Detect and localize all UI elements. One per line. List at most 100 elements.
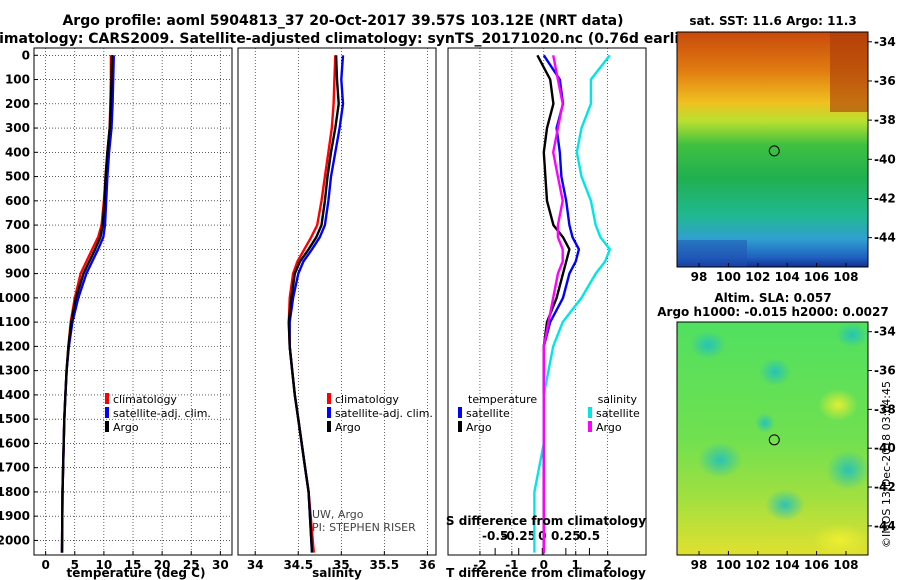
legend-swatch-sal-satellite bbox=[588, 407, 592, 418]
x-tick-label: -1 bbox=[505, 558, 518, 572]
map-y-tick-label: -42 bbox=[874, 480, 896, 494]
plot-frame bbox=[447, 47, 647, 556]
x-tick-label: 34.5 bbox=[283, 558, 313, 572]
x-tick-label: 0 bbox=[41, 558, 49, 572]
y-tick-label: 1600 bbox=[0, 436, 30, 450]
map-y-tick-label: -40 bbox=[874, 152, 896, 166]
legend-swatch-satellite bbox=[105, 407, 109, 418]
map-x-tick-label: 106 bbox=[804, 270, 829, 284]
difference-top-xlabel: S difference from climatology bbox=[446, 514, 646, 528]
y-tick-label: 500 bbox=[5, 170, 30, 184]
y-tick-label: 1700 bbox=[0, 461, 30, 475]
sla-map-subtitle: Argo h1000: -0.015 h2000: 0.0027 bbox=[657, 305, 888, 319]
legend-label-sal-satellite: satellite bbox=[596, 407, 640, 420]
plot-frame bbox=[33, 47, 233, 556]
sla-eddy bbox=[826, 450, 870, 490]
map-y-tick-label: -36 bbox=[874, 74, 896, 88]
legend-label-temp-argo: Argo bbox=[466, 421, 492, 434]
x-tick-label: 30 bbox=[212, 558, 229, 572]
series-line-argo bbox=[60, 55, 114, 553]
x-tick-label: 1 bbox=[572, 558, 580, 572]
map-y-tick-label: -38 bbox=[874, 113, 896, 127]
difference-panel: -2 -1 0 1 2-0.5-0.25 0 0.250.5 bbox=[447, 47, 647, 572]
map-y-tick-label: -44 bbox=[874, 519, 896, 533]
map-x-tick-label: 106 bbox=[804, 558, 829, 572]
sla-map-title: Altim. SLA: 0.057 bbox=[714, 291, 831, 305]
map-x-tick-label: 98 bbox=[691, 558, 708, 572]
sst-warm-patch bbox=[830, 32, 868, 112]
y-tick-label: 0 bbox=[22, 48, 30, 62]
y-tick-label: 1000 bbox=[0, 291, 30, 305]
y-tick-label: 200 bbox=[5, 97, 30, 111]
sla-map-frame bbox=[676, 321, 869, 556]
difference-xlabel: T difference from climatology bbox=[446, 566, 646, 580]
y-tick-label: 1900 bbox=[0, 509, 30, 523]
sla-eddy bbox=[759, 358, 791, 386]
legend-swatch-argo bbox=[105, 421, 109, 432]
y-tick-label: 1800 bbox=[0, 485, 30, 499]
sla-map-axes: 98 100 102 104 106 108 -34 -36 -38 -40 -42 -44 bbox=[691, 325, 896, 572]
y-tick-label: 1100 bbox=[0, 315, 30, 329]
x-tick-label: 10 bbox=[96, 558, 113, 572]
salinity-xlabel: salinity bbox=[312, 566, 362, 580]
s-tick-label: 0.5 bbox=[579, 529, 600, 543]
x-tick-label: -2 bbox=[473, 558, 486, 572]
map-x-tick-label: 98 bbox=[691, 270, 708, 284]
temperature-panel: 0100200300400500600700800900100011001200… bbox=[0, 47, 233, 572]
map-x-tick-label: 102 bbox=[745, 270, 770, 284]
x-tick-label: 35 bbox=[333, 558, 350, 572]
sla-map bbox=[676, 321, 870, 556]
series-line-argo bbox=[287, 55, 340, 553]
legend-swatch-climatology bbox=[105, 393, 109, 404]
map-x-tick-label: 100 bbox=[716, 270, 741, 284]
map-y-tick-label: -42 bbox=[874, 191, 896, 205]
y-tick-label: 100 bbox=[5, 73, 30, 87]
x-tick-label: 36 bbox=[419, 558, 436, 572]
map-y-tick-label: -34 bbox=[874, 35, 896, 49]
legend-label-argo: Argo bbox=[113, 421, 139, 434]
y-tick-label: 700 bbox=[5, 218, 30, 232]
sst-map-axes: 98 100 102 104 106 108 -34 -36 -38 -40 -42 -44 bbox=[691, 35, 896, 284]
legend-label-satellite: satellite-adj. clim. bbox=[335, 407, 433, 420]
credit-line1: UW, Argo bbox=[312, 508, 364, 521]
x-tick-label: 0 bbox=[540, 558, 548, 572]
legend-swatch-temp-argo bbox=[458, 421, 462, 432]
plot-area bbox=[238, 48, 436, 555]
y-tick-label: 2000 bbox=[0, 533, 30, 547]
map-x-tick-label: 100 bbox=[716, 558, 741, 572]
legend-label-temp-satellite: satellite bbox=[466, 407, 510, 420]
chart-title-line2: Climatology: CARS2009. Satellite-adjuste… bbox=[0, 31, 702, 47]
y-tick-label: 1500 bbox=[0, 412, 30, 426]
y-tick-label: 1200 bbox=[0, 339, 30, 353]
legend-label-satellite: satellite-adj. clim. bbox=[113, 407, 211, 420]
sst-cold-patch bbox=[677, 240, 747, 267]
argo-position-marker bbox=[768, 434, 780, 446]
x-tick-label: 5 bbox=[71, 558, 79, 572]
sst-map bbox=[676, 31, 869, 268]
plot-frame bbox=[237, 47, 437, 556]
temperature-legend: climatology satellite-adj. clim. Argo bbox=[105, 393, 211, 434]
x-tick-label: 35.5 bbox=[370, 558, 400, 572]
legend-swatch-satellite bbox=[327, 407, 331, 418]
salinity-panel: 34 34.5 35 35.5 36 bbox=[237, 47, 437, 572]
y-tick-label: 600 bbox=[5, 194, 30, 208]
chart-title-line1: Argo profile: aoml 5904813_37 20-Oct-201… bbox=[62, 13, 623, 29]
map-x-tick-label: 104 bbox=[775, 558, 800, 572]
sla-eddy bbox=[836, 323, 868, 347]
credit-line2: PI: STEPHEN RISER bbox=[312, 521, 416, 534]
legend-header-salinity: salinity bbox=[598, 393, 638, 406]
map-y-tick-label: -36 bbox=[874, 364, 896, 378]
imos-watermark: ©IMOS 13-Dec-2018 03:04:45 bbox=[880, 381, 893, 548]
s-tick-label: 0 bbox=[538, 529, 546, 543]
sst-map-title: sat. SST: 11.6 Argo: 11.3 bbox=[689, 14, 856, 28]
map-x-tick-label: 108 bbox=[833, 270, 858, 284]
legend-swatch-sal-argo bbox=[588, 421, 592, 432]
sla-high bbox=[812, 524, 868, 556]
s-tick-label: -0.5 bbox=[482, 529, 508, 543]
legend-swatch-argo bbox=[327, 421, 331, 432]
x-tick-label: 25 bbox=[183, 558, 200, 572]
sla-eddy bbox=[690, 331, 726, 359]
map-y-tick-label: -38 bbox=[874, 402, 896, 416]
s-tick-label: 0.25 bbox=[551, 529, 581, 543]
